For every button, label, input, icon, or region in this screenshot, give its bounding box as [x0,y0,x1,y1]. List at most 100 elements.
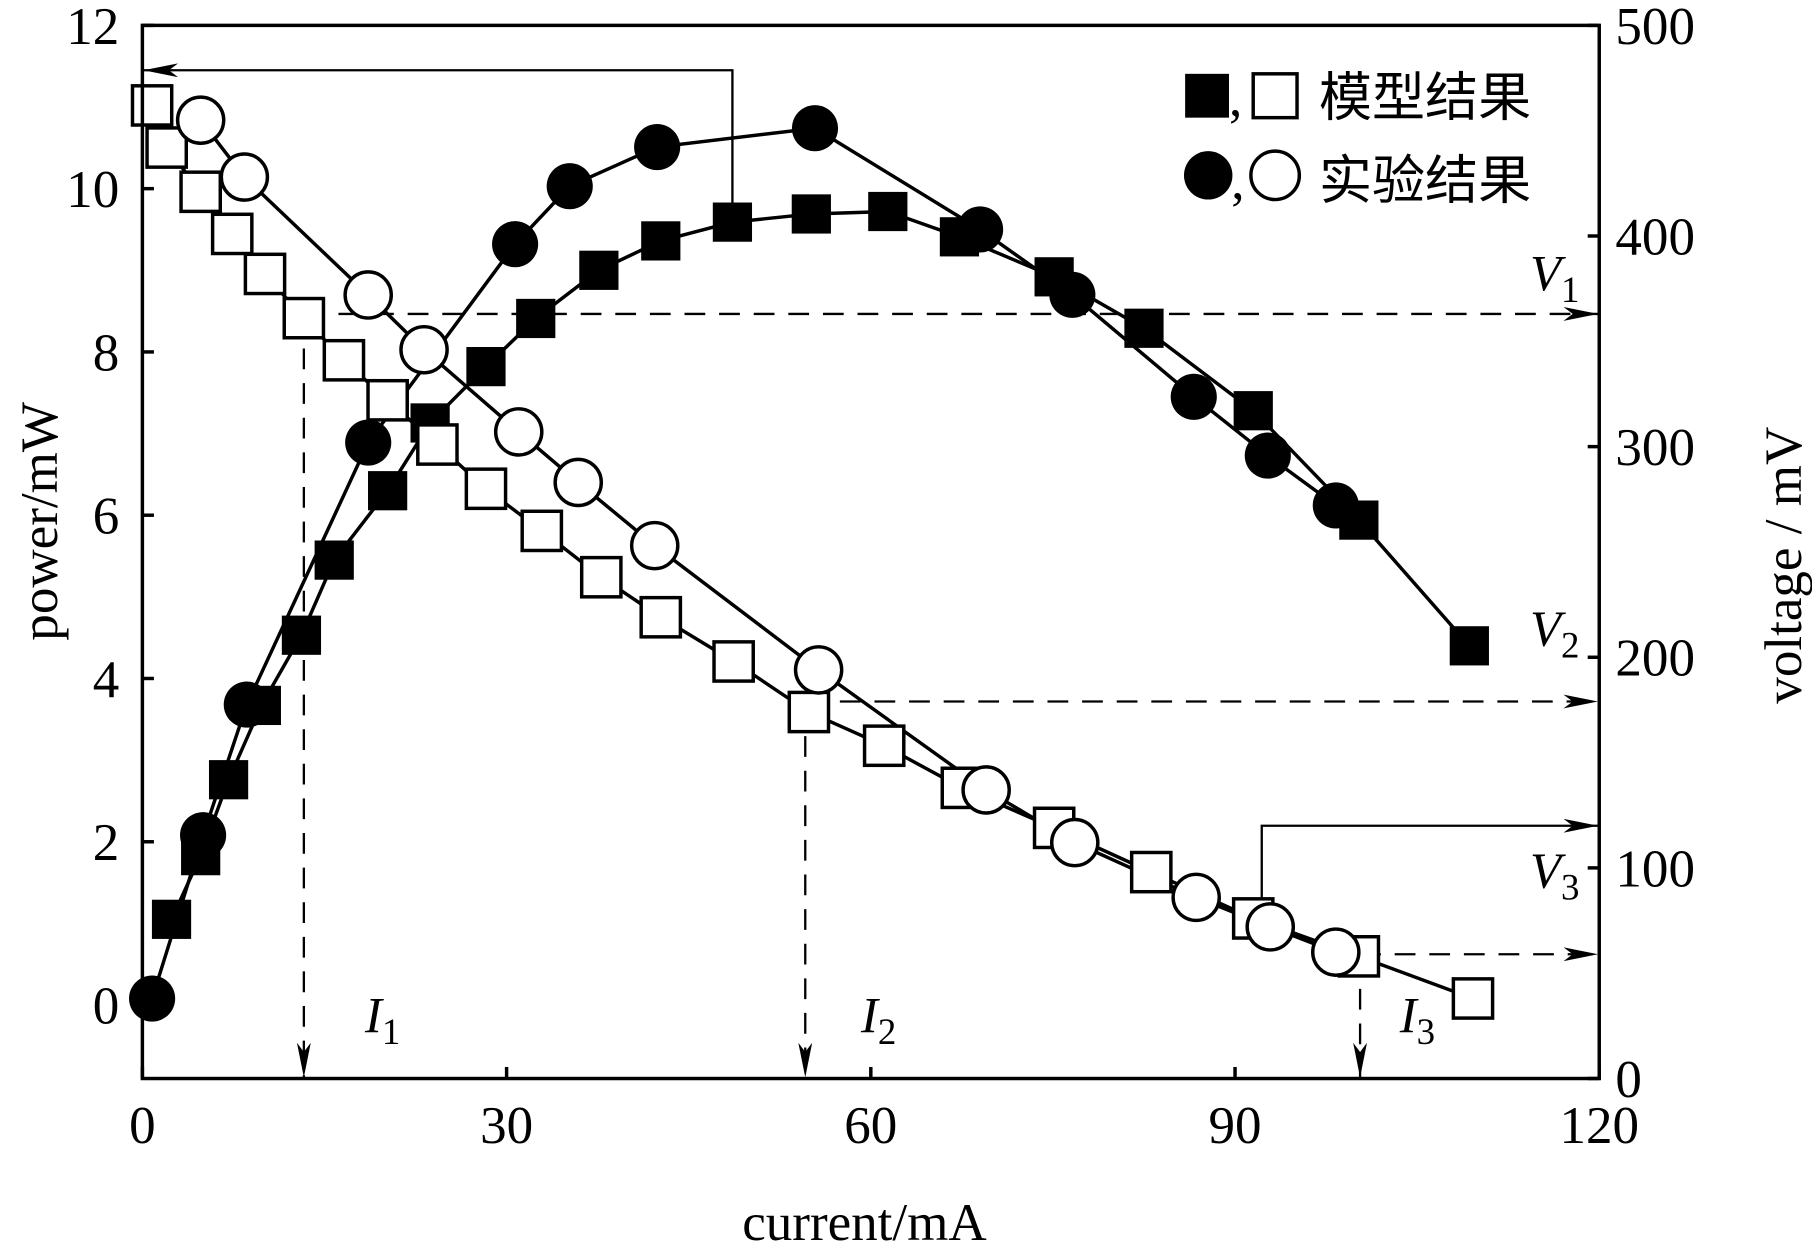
data-point-open-square [210,212,254,256]
data-point-filled-square [1449,626,1489,666]
data-point-filled-circle [1244,432,1291,479]
data-point-open-circle [1171,872,1221,923]
data-point-open-square [179,170,223,214]
data-point-open-square [145,126,189,169]
y-tick-label: 4 [93,651,120,709]
data-point-filled-square [466,347,506,387]
legend-label-model: 模型结果 [1319,66,1531,128]
annotation-subscript: 3 [1561,867,1579,908]
y-tick-label: 8 [93,324,120,382]
annotation-subscript: 2 [1561,624,1579,665]
annotation-symbol: I [1399,987,1419,1043]
x-tick-label: 0 [129,1097,156,1155]
x-tick-label: 120 [1559,1097,1639,1155]
legend-marker-open-circle [1249,149,1302,202]
data-point-filled-circle [180,812,227,859]
annotation-subscript: 1 [1561,269,1579,310]
annotation-V2: V2 [1530,601,1579,666]
legend-marker-open-square [1251,72,1299,120]
data-point-filled-square [314,540,354,580]
legend-separator: , [1229,69,1242,127]
data-point-open-circle [629,520,680,571]
y-tick-label: 12 [66,0,119,56]
max-power-arrow [143,63,734,223]
data-point-open-square [787,690,831,734]
data-point-open-circle [1310,927,1361,977]
data-point-open-square [579,555,623,599]
annotation-subscript: 1 [382,1011,400,1052]
data-point-open-square [639,595,683,639]
legend: , 模型结果 , 实验结果 [1183,66,1531,211]
x-tick-label: 60 [844,1097,897,1155]
data-point-filled-square [868,191,908,232]
data-point-open-circle [961,765,1011,815]
annotation-subscript: 3 [1417,1011,1435,1052]
data-point-open-square [282,296,326,340]
data-point-open-square [130,84,174,127]
data-point-open-square [322,338,366,382]
annotation-symbol: V [1530,246,1566,302]
data-point-filled-square [516,298,556,339]
data-point-open-square [243,252,287,296]
data-point-filled-circle [492,221,539,268]
y-tick-label: 10 [66,161,119,219]
data-point-open-square [1451,977,1495,1020]
y2-tick-label: 200 [1615,630,1695,688]
data-point-filled-circle [1170,373,1217,420]
data-point-filled-square [712,202,753,242]
data-point-open-circle [219,152,270,202]
data-point-open-square [712,640,755,683]
legend-marker-filled-circle [1183,151,1233,200]
data-point-filled-square [208,760,249,800]
y2-tick-label: 400 [1615,208,1695,266]
data-point-open-circle [1245,902,1296,952]
data-point-open-circle [553,457,604,508]
data-point-open-square [1129,850,1173,894]
data-point-filled-square [1124,308,1164,348]
y-axis-label: power/mW [11,402,69,641]
y2-tick-label: 500 [1615,0,1695,56]
annotation-I1: I1 [364,987,400,1052]
data-point-open-square [416,423,459,466]
data-point-filled-square [641,221,681,261]
series-markers [129,84,1495,1022]
data-point-open-circle [493,407,544,457]
annotation-I3: I3 [1399,987,1435,1052]
data-point-filled-square [151,899,192,939]
data-point-open-circle [793,645,844,695]
y2-tick-label: 300 [1615,419,1695,477]
annotation-I2: I2 [860,987,896,1052]
y2-tick-label: 0 [1615,1051,1642,1109]
x-axis-label: current/mA [742,1194,987,1252]
annotation-symbol: V [1530,843,1566,899]
v3-arrow [1260,818,1599,919]
annotation-symbol: I [364,987,384,1043]
data-point-open-circle [175,95,226,145]
annotation-subscript: 2 [878,1011,896,1052]
legend-label-experiment: 实验结果 [1319,149,1531,211]
y-tick-label: 0 [93,977,120,1035]
data-point-filled-circle [223,681,270,728]
data-point-open-square [862,724,906,768]
data-point-filled-circle [1049,271,1096,318]
annotation-V1: V1 [1530,246,1579,311]
x-tick-label: 30 [480,1097,533,1155]
data-point-filled-square [791,194,831,234]
y2-axis-label: voltage / mV [1755,427,1812,704]
data-point-open-circle [399,324,449,375]
annotation-symbol: V [1530,601,1566,657]
y-tick-label: 2 [93,814,120,872]
data-point-filled-circle [546,163,593,210]
data-point-filled-circle [1312,482,1359,529]
data-point-filled-circle [957,206,1004,253]
data-point-filled-square [368,471,408,511]
data-point-open-square [464,467,508,511]
series-line-open-circle [199,119,1337,954]
data-point-open-square [366,378,409,422]
data-point-filled-square [1233,391,1273,431]
annotation-symbol: I [860,987,880,1043]
y-tick-label: 6 [93,488,120,546]
data-point-filled-square [281,615,322,655]
